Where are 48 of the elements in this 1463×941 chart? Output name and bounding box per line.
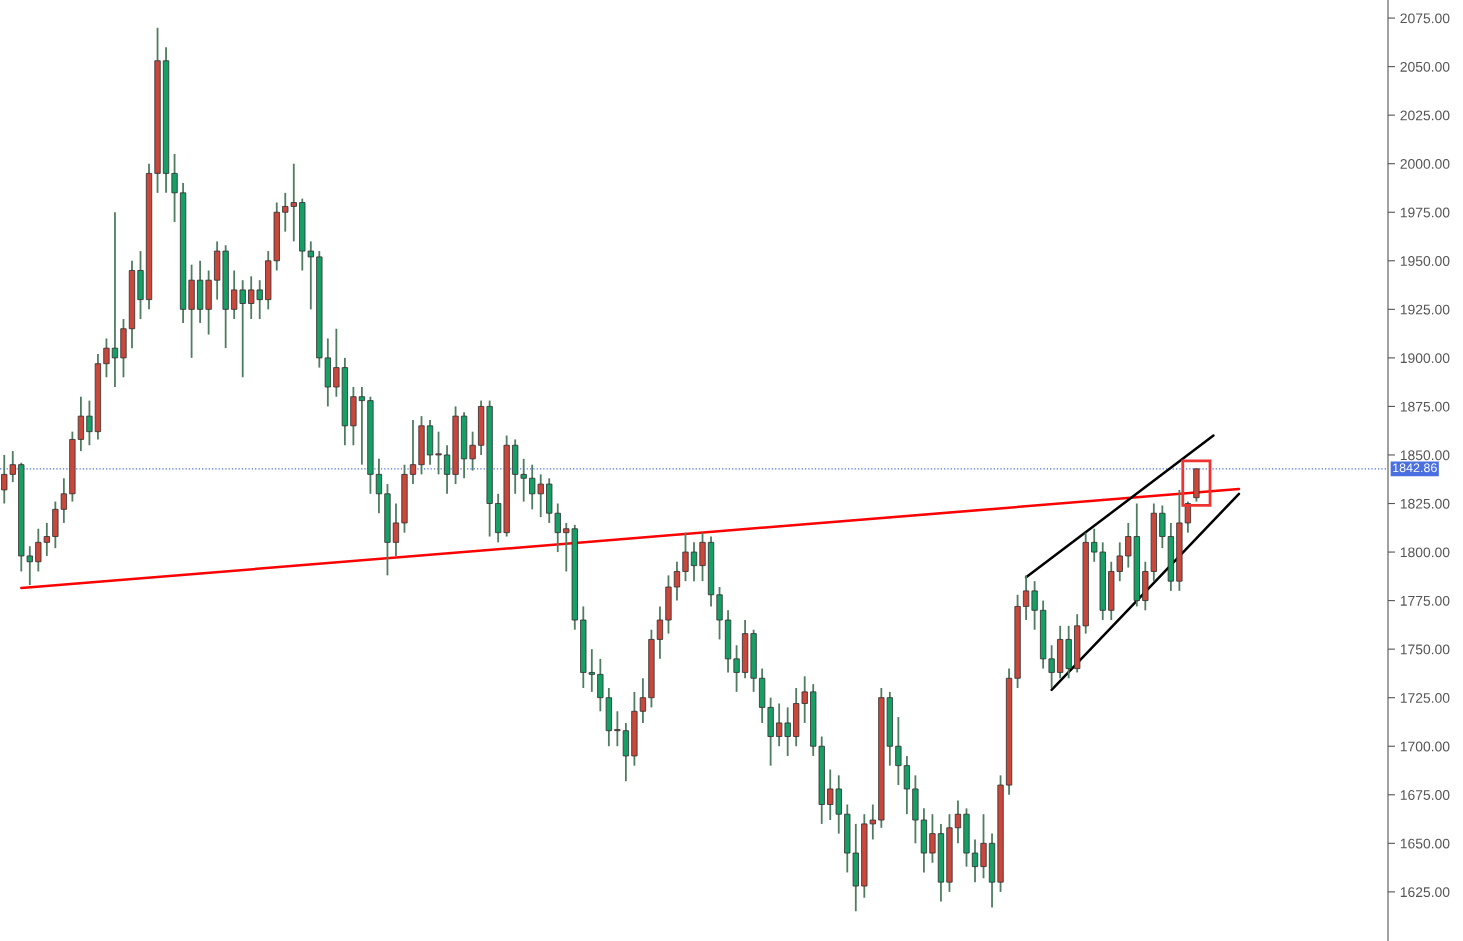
candlestick <box>656 605 664 660</box>
candlestick <box>673 560 681 602</box>
candlestick <box>392 502 400 557</box>
candlestick <box>358 386 366 466</box>
y-tick-label: 1875.00 <box>1400 401 1450 412</box>
candlestick <box>639 677 647 724</box>
y-tick-label: 1900.00 <box>1400 353 1450 364</box>
candlestick <box>469 430 476 472</box>
y-tick-label: 1775.00 <box>1400 595 1450 606</box>
ref-line-label: 1842.86 <box>1393 463 1437 473</box>
y-tick-label: 1950.00 <box>1400 256 1450 266</box>
y-tick-label: 1675.00 <box>1400 790 1450 800</box>
candlestick <box>111 211 119 388</box>
candlestick <box>733 644 740 693</box>
y-tick-label: 1925.00 <box>1400 304 1450 315</box>
candlestick <box>409 419 417 485</box>
candlestick <box>903 755 911 816</box>
candlestick <box>1022 574 1030 621</box>
y-tick-label: 2000.00 <box>1400 159 1450 169</box>
candlestick <box>435 430 442 476</box>
y-tick-label: 2025.00 <box>1400 110 1450 121</box>
candlestick <box>375 457 383 515</box>
candlestick <box>954 799 962 845</box>
candlestick <box>171 153 178 223</box>
candlestick <box>103 337 110 379</box>
candlestick <box>690 541 698 583</box>
y-tick-label: 1725.00 <box>1400 693 1450 703</box>
candlestick <box>682 531 689 583</box>
y-tick-label: 1700.00 <box>1400 741 1450 752</box>
candlestick <box>929 813 936 864</box>
y-tick-label: 1625.00 <box>1400 887 1450 898</box>
candlestick <box>895 716 902 786</box>
candlestick <box>77 395 85 452</box>
candlestick <box>699 531 706 583</box>
candlestick <box>443 444 451 495</box>
candlestick <box>86 399 93 447</box>
candlestick <box>1031 580 1038 631</box>
candlestick <box>980 813 987 880</box>
y-tick-label: 1650.00 <box>1400 838 1450 849</box>
candlestick <box>971 838 979 884</box>
y-tick-label: 1825.00 <box>1400 498 1450 509</box>
y-tick-label: 1975.00 <box>1400 207 1450 218</box>
y-tick-label: 2050.00 <box>1400 61 1450 72</box>
y-tick-label: 1850.00 <box>1400 450 1450 461</box>
y-tick-label: 2075.00 <box>1400 13 1450 24</box>
y-tick-label: 1750.00 <box>1400 644 1450 655</box>
candlestick <box>614 710 621 748</box>
y-tick-label: 1800.00 <box>1400 547 1450 558</box>
